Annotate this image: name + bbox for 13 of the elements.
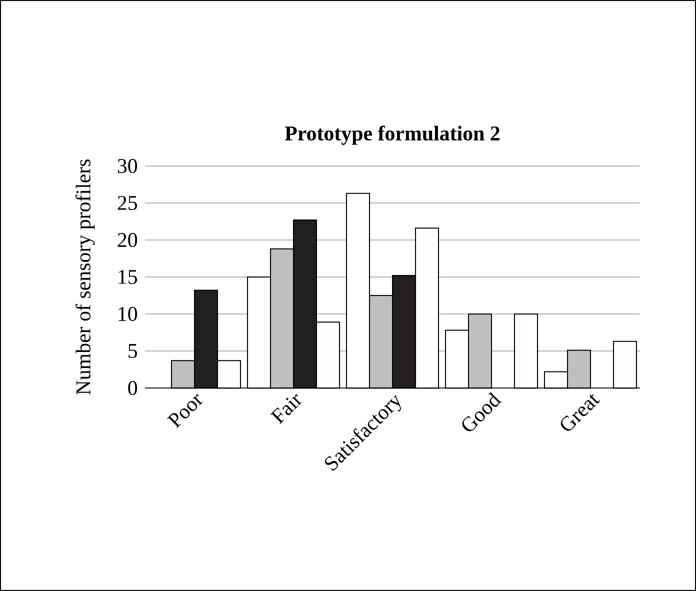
x-tick-label: Poor xyxy=(166,394,203,428)
chart-title: Prototype formulation 2 xyxy=(284,126,500,145)
bar xyxy=(613,340,637,388)
y-tick-label: 0 xyxy=(128,380,138,396)
y-tick-label: 5 xyxy=(128,344,138,358)
y-axis-title: Number of sensory profilers xyxy=(76,160,95,395)
y-tick-label: 20 xyxy=(118,232,138,248)
y-tick-label: 15 xyxy=(118,270,138,284)
y-tick-label: 30 xyxy=(118,158,138,174)
x-tick-label: Fair xyxy=(270,394,302,424)
bar xyxy=(514,313,538,388)
y-tick-label: 10 xyxy=(118,306,138,322)
y-tick-label: 25 xyxy=(118,196,138,210)
